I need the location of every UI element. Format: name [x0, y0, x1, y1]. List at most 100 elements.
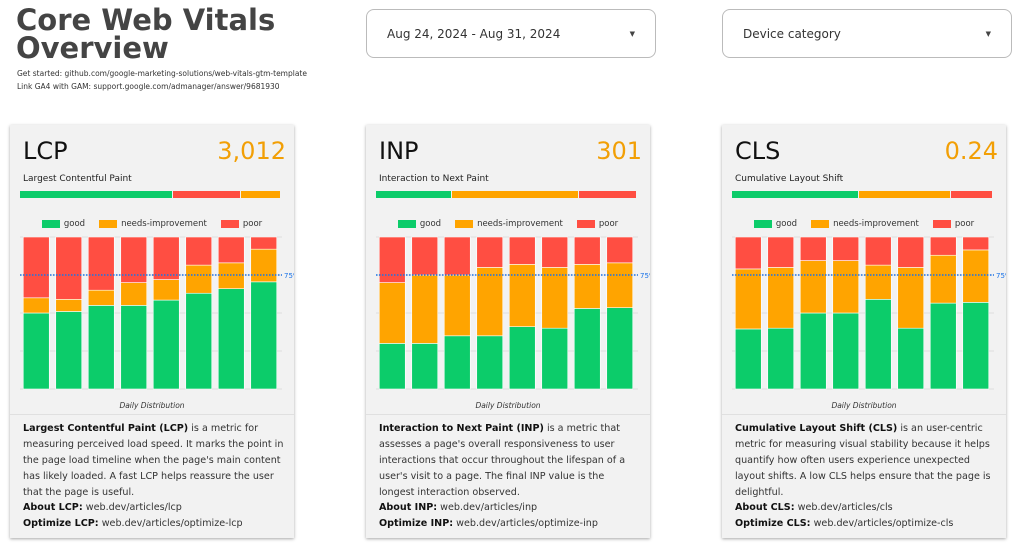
about-link[interactable]: web.dev/articles/lcp	[85, 502, 182, 513]
bar-good-1[interactable]	[734, 328, 762, 390]
link-ga4-text[interactable]: Link GA4 with GAM: support.google.com/ad…	[17, 82, 280, 91]
bar-poor-3[interactable]	[87, 236, 115, 291]
bar-poor-5[interactable]	[864, 236, 892, 266]
about-link[interactable]: web.dev/articles/cls	[797, 502, 893, 513]
bar-good-6[interactable]	[185, 292, 213, 390]
bar-good-6[interactable]	[897, 327, 925, 390]
bar-needs-improvement-8[interactable]	[250, 248, 278, 283]
legend-needs-improvement[interactable]: needs-improvement	[455, 219, 563, 229]
legend-good[interactable]: good	[397, 219, 441, 229]
get-started-link[interactable]: Get started: github.com/google-marketing…	[17, 69, 307, 78]
legend-poor[interactable]: poor	[220, 219, 262, 229]
legend-needs-improvement[interactable]: needs-improvement	[811, 219, 919, 229]
bar-needs-improvement-3[interactable]	[799, 260, 827, 314]
bar-good-1[interactable]	[22, 312, 50, 390]
bar-needs-improvement-5[interactable]	[508, 264, 536, 327]
bar-poor-7[interactable]	[573, 236, 601, 265]
bar-good-7[interactable]	[217, 288, 245, 390]
bar-good-8[interactable]	[606, 307, 634, 390]
bar-poor-2[interactable]	[55, 236, 83, 300]
optimize-link[interactable]: web.dev/articles/optimize-cls	[813, 518, 954, 529]
bar-needs-improvement-3[interactable]	[443, 274, 471, 337]
bar-good-4[interactable]	[120, 305, 148, 390]
legend-needs-improvement[interactable]: needs-improvement	[99, 219, 207, 229]
bar-poor-1[interactable]	[22, 236, 50, 299]
bar-poor-1[interactable]	[734, 236, 762, 270]
daily-distribution-chart: 75%	[20, 236, 294, 390]
bar-needs-improvement-8[interactable]	[606, 262, 634, 308]
metric-card-cls: CLS 0.24 Cumulative Layout Shift good ne…	[722, 125, 1006, 538]
bar-poor-8[interactable]	[250, 236, 278, 250]
threshold-segment-good	[732, 191, 859, 198]
bar-poor-6[interactable]	[185, 236, 213, 266]
bar-poor-5[interactable]	[508, 236, 536, 265]
bar-needs-improvement-4[interactable]	[476, 267, 504, 337]
bar-needs-improvement-6[interactable]	[541, 267, 569, 329]
bar-needs-improvement-4[interactable]	[120, 282, 148, 306]
bar-good-4[interactable]	[832, 312, 860, 390]
bar-poor-2[interactable]	[411, 236, 439, 276]
legend-poor[interactable]: poor	[932, 219, 974, 229]
bar-poor-5[interactable]	[152, 236, 180, 280]
bar-poor-8[interactable]	[962, 236, 990, 251]
bar-poor-4[interactable]	[832, 236, 860, 261]
bar-needs-improvement-2[interactable]	[411, 274, 439, 344]
bar-good-1[interactable]	[378, 343, 406, 390]
chart-legend: good needs-improvement poor	[10, 219, 294, 229]
bar-good-2[interactable]	[411, 343, 439, 390]
bar-good-4[interactable]	[476, 335, 504, 390]
legend-poor[interactable]: poor	[576, 219, 618, 229]
bar-good-3[interactable]	[87, 305, 115, 390]
bar-good-5[interactable]	[508, 326, 536, 390]
bar-needs-improvement-2[interactable]	[55, 299, 83, 312]
bar-needs-improvement-1[interactable]	[22, 297, 50, 314]
bar-needs-improvement-1[interactable]	[378, 282, 406, 344]
bar-needs-improvement-5[interactable]	[152, 279, 180, 301]
bar-needs-improvement-7[interactable]	[929, 254, 957, 304]
bar-poor-4[interactable]	[476, 236, 504, 268]
bar-good-2[interactable]	[55, 311, 83, 390]
legend-good[interactable]: good	[753, 219, 797, 229]
bar-good-3[interactable]	[799, 312, 827, 390]
divider	[722, 414, 1006, 415]
bar-good-7[interactable]	[929, 302, 957, 390]
device-category-dropdown[interactable]: Device category ▼	[722, 9, 1012, 58]
bar-needs-improvement-3[interactable]	[87, 289, 115, 306]
bar-needs-improvement-5[interactable]	[864, 264, 892, 300]
bar-good-5[interactable]	[152, 299, 180, 390]
optimize-link[interactable]: web.dev/articles/optimize-inp	[456, 518, 598, 529]
bar-poor-4[interactable]	[120, 236, 148, 283]
bar-poor-7[interactable]	[929, 236, 957, 256]
threshold-segment-good	[376, 191, 451, 198]
metric-full-name: Largest Contentful Paint	[23, 174, 132, 184]
bar-good-2[interactable]	[767, 327, 795, 390]
bar-good-8[interactable]	[250, 281, 278, 390]
bar-needs-improvement-7[interactable]	[573, 264, 601, 309]
threshold-bar	[376, 191, 636, 198]
bar-good-3[interactable]	[443, 335, 471, 390]
bar-poor-2[interactable]	[767, 236, 795, 268]
bar-needs-improvement-8[interactable]	[962, 249, 990, 303]
bar-poor-3[interactable]	[799, 236, 827, 261]
bar-needs-improvement-1[interactable]	[734, 268, 762, 330]
legend-good[interactable]: good	[41, 219, 85, 229]
date-range-picker[interactable]: Aug 24, 2024 - Aug 31, 2024 ▼	[366, 9, 656, 58]
bar-needs-improvement-6[interactable]	[897, 267, 925, 329]
threshold-segment-poor	[950, 191, 992, 198]
bar-good-5[interactable]	[864, 299, 892, 390]
bar-poor-7[interactable]	[217, 236, 245, 264]
bar-needs-improvement-6[interactable]	[185, 264, 213, 294]
bar-needs-improvement-4[interactable]	[832, 260, 860, 314]
bar-poor-6[interactable]	[897, 236, 925, 268]
page-title: Core Web Vitals Overview	[16, 6, 275, 63]
bar-good-6[interactable]	[541, 327, 569, 390]
optimize-link[interactable]: web.dev/articles/optimize-lcp	[101, 518, 243, 529]
about-link[interactable]: web.dev/articles/inp	[440, 502, 538, 513]
bar-good-8[interactable]	[962, 302, 990, 390]
bar-good-7[interactable]	[573, 308, 601, 390]
bar-poor-3[interactable]	[443, 236, 471, 276]
metric-value: 301	[596, 137, 642, 165]
bar-poor-8[interactable]	[606, 236, 634, 264]
bar-needs-improvement-2[interactable]	[767, 267, 795, 329]
bar-poor-6[interactable]	[541, 236, 569, 268]
